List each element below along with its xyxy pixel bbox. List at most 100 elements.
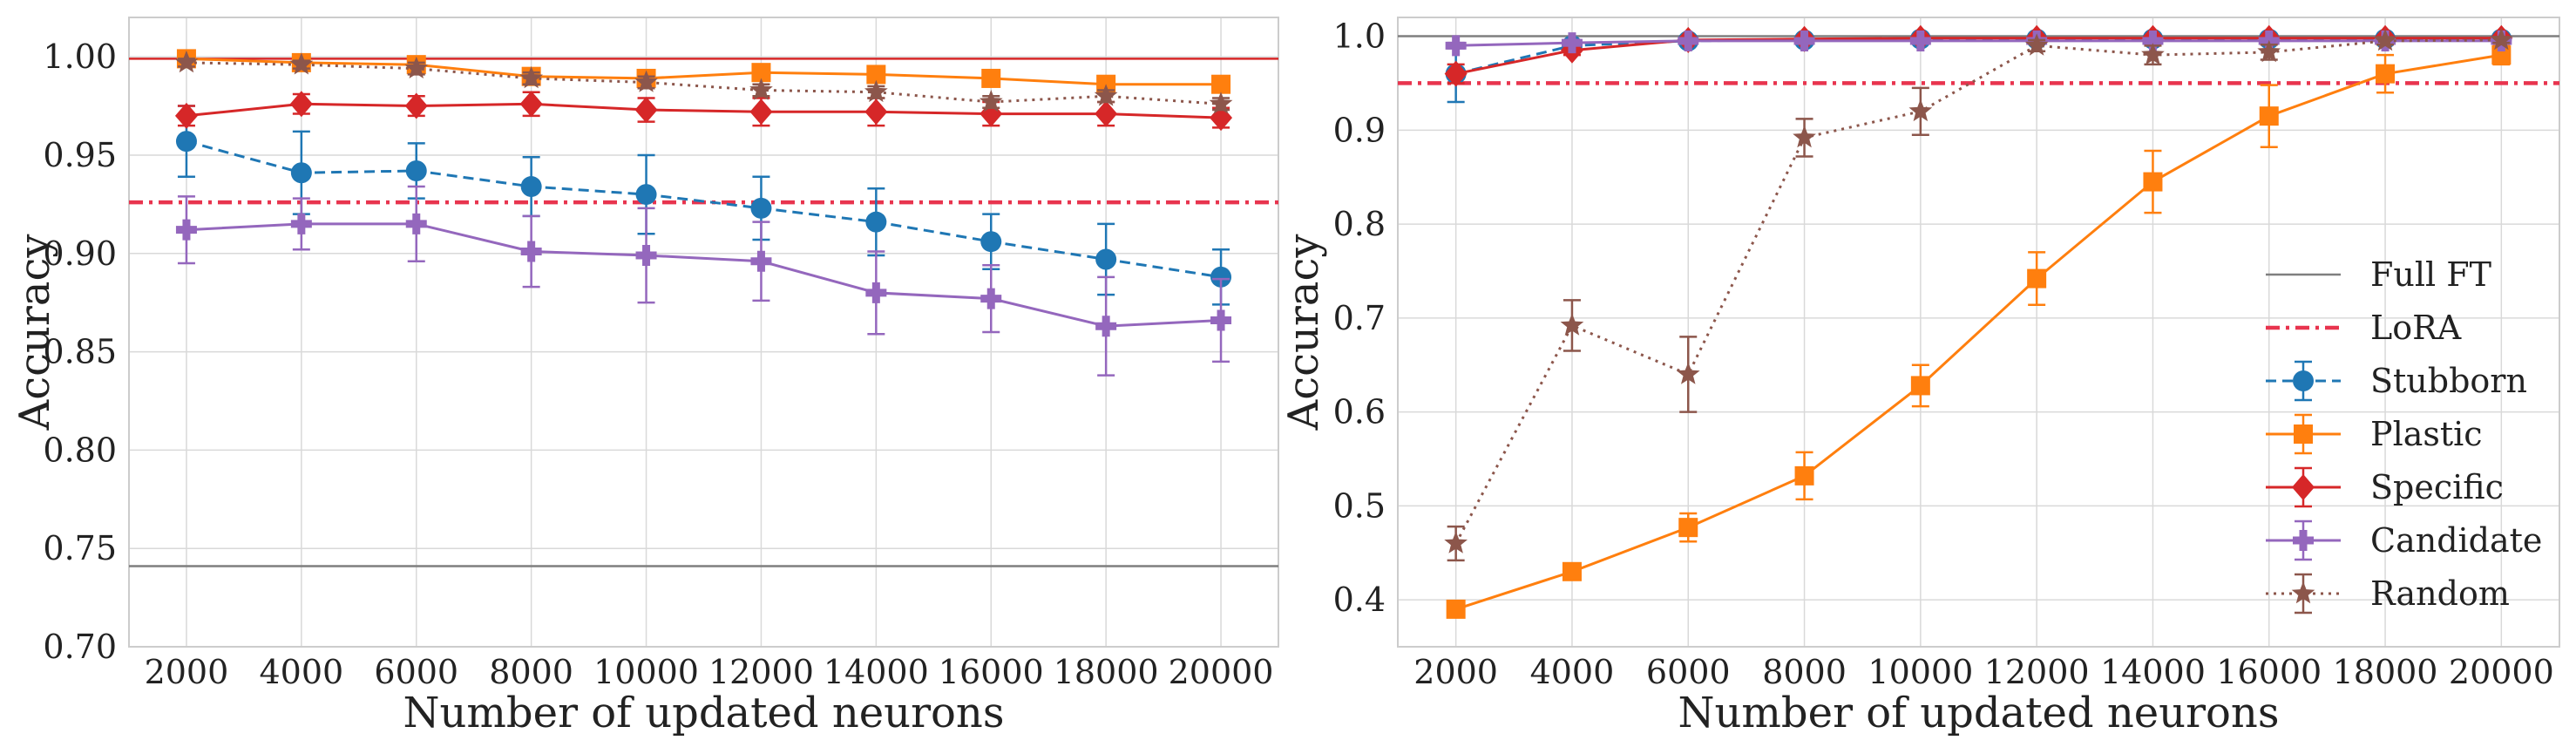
chart-right-y-tick-label: 0.6 (1333, 393, 1386, 431)
chart-right-legend-label: Full FT (2370, 255, 2491, 294)
chart-right-data-point (1793, 30, 1815, 51)
chart-right-data-point (2143, 172, 2163, 192)
chart-left-plot-frame (128, 17, 1279, 648)
chart-left-data-point (980, 288, 1002, 309)
chart-left-data-point (174, 50, 199, 73)
chart-left-data-point (289, 52, 314, 75)
chart-left-data-point (981, 68, 1001, 88)
chart-right-y-tick-label: 0.4 (1333, 581, 1386, 619)
chart-left-data-point (980, 231, 1002, 253)
chart-left-x-tick-label: 8000 (489, 653, 573, 691)
chart-left-y-tick-label: 0.80 (43, 431, 117, 469)
chart-right-series-plastic (1446, 44, 2512, 619)
chart-left-data-point (1210, 105, 1233, 132)
chart-left-data-point (175, 131, 197, 153)
chart-right-data-point (1910, 376, 1930, 396)
chart-left-x-tick-label: 20000 (1169, 653, 1274, 691)
chart-right-data-point (1560, 313, 1584, 336)
chart-right-plot-frame (1397, 17, 2560, 648)
chart-right-legend-item-plastic: Plastic (2266, 413, 2483, 455)
chart-right-data-point (1676, 362, 1700, 384)
chart-left-data-point (519, 91, 543, 118)
chart-right-data-point (1562, 561, 1582, 581)
chart-left-data-point (1211, 74, 1231, 94)
chart-left-x-tick-label: 18000 (1054, 653, 1159, 691)
chart-left-data-point (1095, 100, 1118, 127)
chart-left-series-random (174, 50, 1233, 114)
chart-right-accuracy: 2000 4000 6000 8000 10000 12000 14000 16000 1800… (1279, 17, 2560, 737)
chart-right-x-tick-label: 14000 (2100, 653, 2206, 691)
chart-right-legend-label: Random (2370, 574, 2510, 613)
chart-left-data-point (520, 241, 542, 262)
chart-left-x-tick-label: 14000 (824, 653, 929, 691)
chart-right-x-tick-label: 16000 (2216, 653, 2322, 691)
chart-left-series-candidate (175, 185, 1232, 377)
chart-right-data-point (2027, 268, 2047, 289)
chart-left-series-line (186, 102, 1222, 119)
chart-left-data-point (1210, 309, 1232, 331)
chart-left-x-tick-label: 16000 (939, 653, 1044, 691)
chart-right-x-tick-label: 18000 (2333, 653, 2438, 691)
chart-right-y-tick-label: 1.0 (1333, 17, 1386, 56)
chart-left-data-point (520, 176, 542, 198)
chart-right-legend: Full FT LoRA Stubborn Plastic Specific Candid… (2266, 255, 2542, 615)
chart-left-data-point (405, 160, 427, 181)
chart-right-data-point (2141, 43, 2165, 65)
chart-left-y-tick-label: 0.75 (43, 529, 117, 567)
chart-left-data-point (1095, 248, 1117, 270)
chart-left-x-tick-label: 12000 (708, 653, 814, 691)
chart-left-y-tick-label: 0.95 (43, 136, 117, 174)
chart-right-data-point (1445, 35, 1467, 57)
chart-left-data-point (634, 70, 658, 92)
chart-left-series-line (186, 139, 1222, 279)
chart-right-data-point (2376, 64, 2396, 84)
chart-right-legend-item-candidate: Candidate (2266, 520, 2542, 561)
chart-right-data-point (1794, 465, 1814, 486)
chart-left-data-point (290, 213, 312, 234)
chart-right-data-point (1444, 60, 1468, 87)
chart-right-y-tick-label: 0.7 (1333, 299, 1386, 337)
chart-right-x-tick-label: 6000 (1646, 653, 1731, 691)
chart-left-data-point (979, 90, 1003, 112)
chart-right-legend-marker (2294, 424, 2313, 444)
chart-left-y-tick-label: 0.90 (43, 234, 117, 273)
chart-left-series-specific (174, 91, 1233, 132)
chart-right-series-random (1444, 27, 2513, 562)
chart-left-data-point (1209, 92, 1233, 114)
chart-right-data-point (1793, 125, 1816, 148)
chart-left-data-point (404, 56, 429, 78)
chart-right-legend-item-lora: LoRA (2266, 309, 2462, 347)
chart-left-data-point (519, 65, 543, 89)
chart-right-data-point (1908, 98, 1933, 122)
chart-left-data-point (290, 162, 312, 184)
chart-right-legend-item-stubborn: Stubborn (2266, 360, 2527, 402)
chart-left-data-point (864, 79, 888, 103)
chart-left-data-point (635, 245, 657, 267)
chart-left-data-point (865, 282, 887, 303)
chart-right-x-tick-label: 10000 (1868, 653, 1973, 691)
chart-right-data-point (1909, 30, 1931, 51)
chart-right-data-point (1561, 32, 1583, 54)
chart-right-y-tick-label: 0.5 (1333, 486, 1386, 525)
chart-right-data-point (2373, 28, 2397, 51)
chart-left-data-point (866, 65, 886, 85)
chart-right-x-tick-label: 2000 (1413, 653, 1498, 691)
chart-right-legend-label: Candidate (2370, 521, 2542, 560)
chart-right-data-point (2490, 27, 2513, 51)
chart-right-x-tick-label: 4000 (1530, 653, 1615, 691)
chart-left-x-tick-label: 6000 (374, 653, 458, 691)
chart-right-series-line (1455, 37, 2502, 76)
chart-left-data-point (1210, 266, 1232, 288)
chart-left-data-point (749, 78, 773, 100)
chart-right-legend-label: Plastic (2370, 415, 2483, 453)
chart-left-series-line (186, 222, 1222, 328)
chart-left-data-point (289, 91, 313, 118)
chart-right-y-tick-label: 0.9 (1333, 111, 1386, 149)
chart-right-series-line (1455, 39, 2502, 47)
chart-right-data-point (2491, 45, 2512, 65)
chart-left-x-tick-label: 2000 (145, 653, 229, 691)
chart-left-y-tick-label: 0.85 (43, 333, 117, 371)
chart-right-legend-label: LoRA (2370, 309, 2462, 347)
chart-right-data-point (1446, 599, 1466, 619)
